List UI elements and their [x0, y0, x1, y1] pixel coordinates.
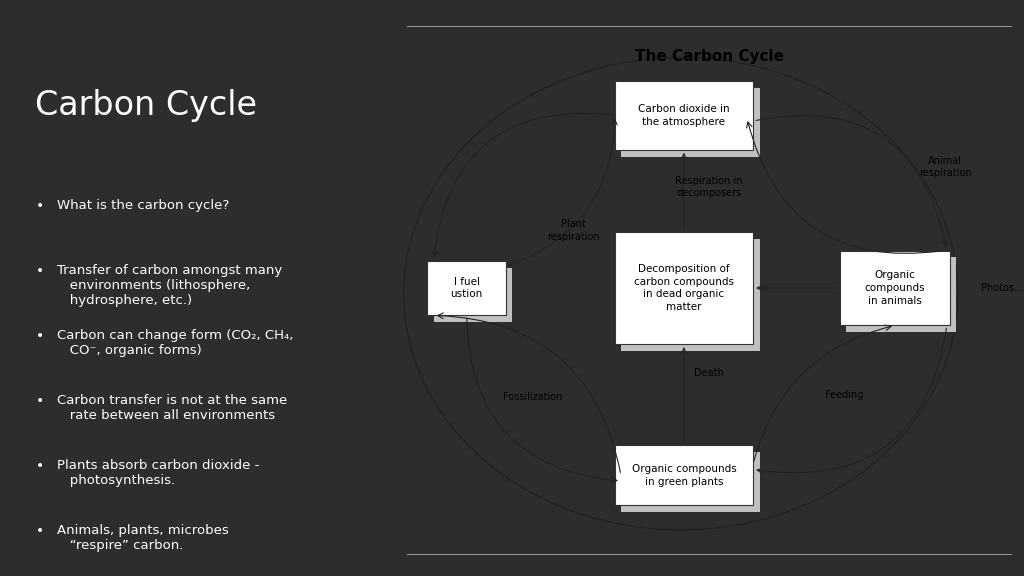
Text: Animals, plants, microbes
   “respire” carbon.: Animals, plants, microbes “respire” carb… — [57, 524, 229, 552]
Text: Decomposition of
carbon compounds
in dead organic
matter: Decomposition of carbon compounds in dea… — [634, 264, 734, 312]
Text: Death: Death — [694, 368, 724, 378]
Text: Carbon Cycle: Carbon Cycle — [36, 89, 257, 122]
Text: Transfer of carbon amongst many
   environments (lithosphere,
   hydrosphere, et: Transfer of carbon amongst many environm… — [57, 264, 283, 307]
FancyBboxPatch shape — [614, 232, 754, 344]
Text: •: • — [36, 394, 44, 408]
FancyBboxPatch shape — [621, 88, 760, 157]
FancyBboxPatch shape — [433, 267, 512, 323]
Text: Carbon transfer is not at the same
   rate between all environments: Carbon transfer is not at the same rate … — [57, 394, 288, 422]
Text: •: • — [36, 524, 44, 538]
Text: Respiration in
decomposers: Respiration in decomposers — [676, 176, 742, 198]
Text: Organic
compounds
in animals: Organic compounds in animals — [864, 270, 926, 306]
FancyBboxPatch shape — [614, 445, 754, 506]
FancyBboxPatch shape — [621, 452, 760, 513]
Text: l fuel
ustion: l fuel ustion — [451, 276, 482, 300]
Text: Photos…: Photos… — [981, 283, 1023, 293]
Text: Organic compounds
in green plants: Organic compounds in green plants — [632, 464, 736, 487]
FancyBboxPatch shape — [427, 260, 506, 316]
Text: •: • — [36, 459, 44, 473]
Text: Carbon dioxide in
the atmosphere: Carbon dioxide in the atmosphere — [638, 104, 730, 127]
Text: What is the carbon cycle?: What is the carbon cycle? — [57, 199, 229, 212]
Text: Fossilization: Fossilization — [503, 392, 562, 403]
Text: Feeding: Feeding — [825, 389, 863, 400]
Text: Plant
respiration: Plant respiration — [548, 219, 600, 241]
Text: Plants absorb carbon dioxide -
   photosynthesis.: Plants absorb carbon dioxide - photosynt… — [57, 459, 259, 487]
FancyBboxPatch shape — [621, 239, 760, 351]
Text: •: • — [36, 199, 44, 213]
Text: •: • — [36, 329, 44, 343]
Text: Animal
respiration: Animal respiration — [919, 156, 972, 178]
FancyBboxPatch shape — [846, 257, 956, 332]
FancyBboxPatch shape — [614, 81, 754, 150]
Text: The Carbon Cycle: The Carbon Cycle — [635, 49, 783, 64]
FancyBboxPatch shape — [840, 251, 950, 325]
Text: •: • — [36, 264, 44, 278]
Text: Carbon can change form (CO₂, CH₄,
   CO⁻, organic forms): Carbon can change form (CO₂, CH₄, CO⁻, o… — [57, 329, 294, 357]
